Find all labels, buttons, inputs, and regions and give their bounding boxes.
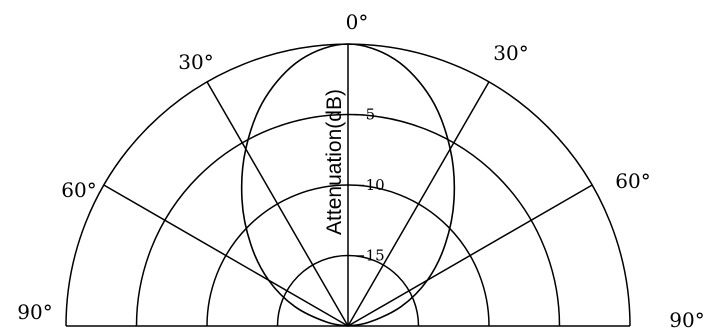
y-axis-label: Attenuation(dB): [323, 89, 346, 235]
angle-spoke: [347, 81, 490, 327]
angle-label: 0°: [346, 10, 369, 34]
angle-label: 90°: [669, 308, 704, 332]
angle-spoke: [206, 81, 349, 327]
angle-label: 30°: [178, 50, 213, 74]
angle-spoke: [103, 184, 349, 327]
radial-tick-label: −15: [353, 247, 385, 265]
angle-labels: 90° 60° 30° 0° 30° 60° 90°: [17, 10, 704, 332]
angle-label: 30°: [493, 41, 528, 65]
series-line: [240, 43, 456, 327]
angular-grid: [103, 44, 593, 327]
radial-tick-label: −5: [353, 106, 375, 124]
angle-spoke: [347, 184, 593, 327]
radial-tick-labels: −5 −10 −15: [353, 106, 385, 265]
angle-label: 60°: [61, 178, 96, 202]
angle-label: 60°: [615, 169, 650, 193]
radial-tick-label: −10: [353, 176, 385, 194]
series-layer: [240, 43, 456, 327]
angle-label: 90°: [17, 300, 52, 324]
